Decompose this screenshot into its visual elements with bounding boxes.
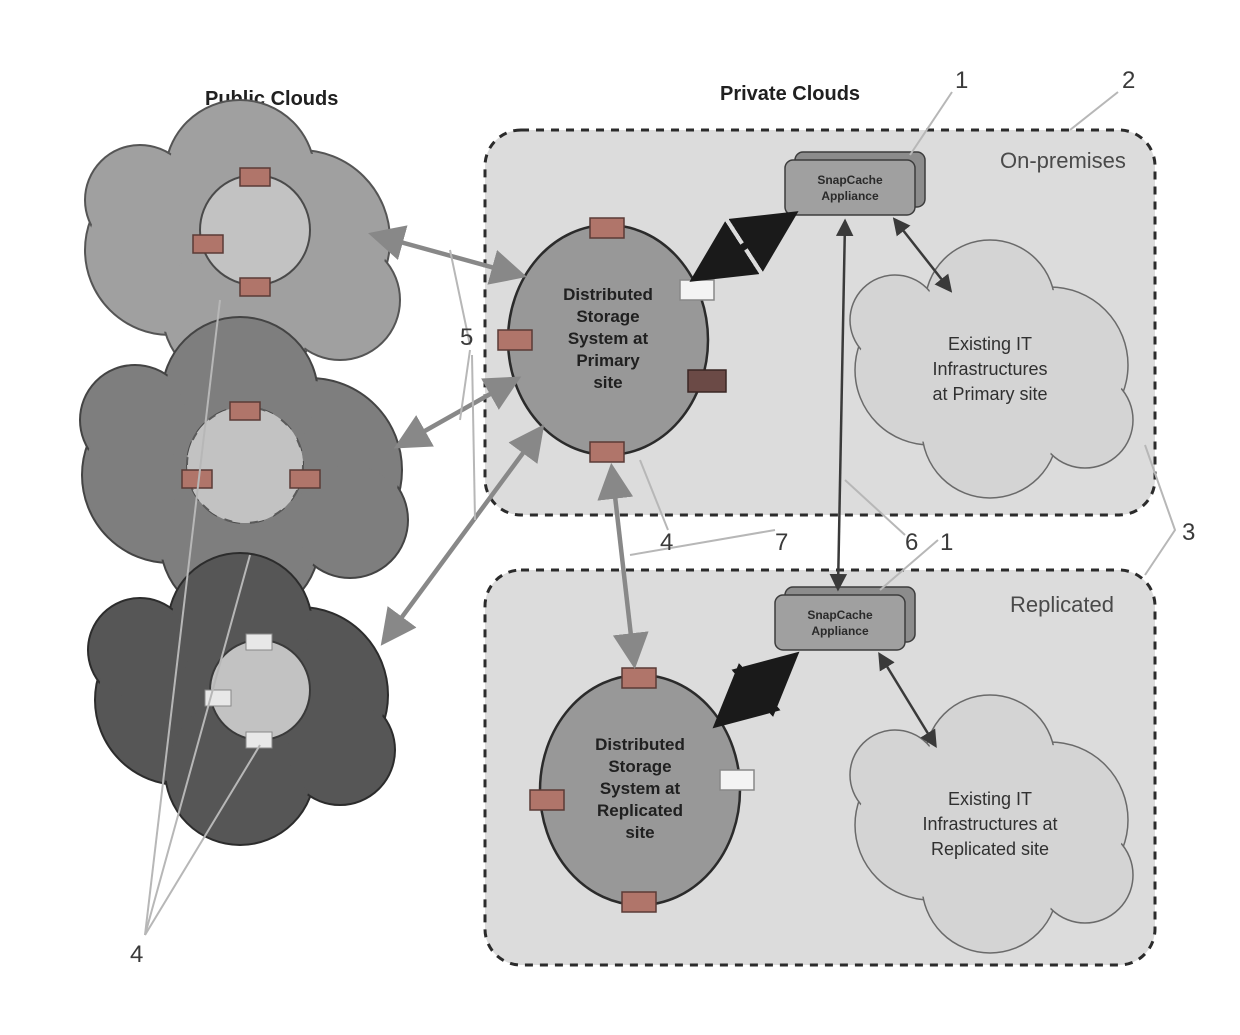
replicated-label: Replicated xyxy=(1010,592,1114,617)
svg-text:Appliance: Appliance xyxy=(821,189,879,203)
svg-text:SnapCache: SnapCache xyxy=(807,608,873,622)
svg-text:Appliance: Appliance xyxy=(811,624,869,638)
svg-text:System at: System at xyxy=(568,329,649,348)
ref-5: 5 xyxy=(460,324,473,351)
svg-text:SnapCache: SnapCache xyxy=(817,173,883,187)
svg-text:Storage: Storage xyxy=(608,757,671,776)
private-clouds-title: Private Clouds xyxy=(720,83,860,105)
svg-text:Existing IT: Existing IT xyxy=(948,789,1032,809)
svg-text:at Primary site: at Primary site xyxy=(932,384,1047,404)
svg-text:Replicated: Replicated xyxy=(597,801,683,820)
svg-text:Distributed: Distributed xyxy=(595,735,685,754)
svg-text:Distributed: Distributed xyxy=(563,285,653,304)
ref-1a: 1 xyxy=(955,67,968,94)
ref-2: 2 xyxy=(1122,67,1135,94)
svg-text:Infrastructures at: Infrastructures at xyxy=(922,814,1057,834)
ref-4a: 4 xyxy=(130,941,143,968)
snapcache-appliance-primary: SnapCache Appliance xyxy=(785,152,925,215)
ref-3: 3 xyxy=(1182,519,1195,546)
ref-1b: 1 xyxy=(940,529,953,556)
svg-text:Storage: Storage xyxy=(576,307,639,326)
svg-text:site: site xyxy=(625,823,654,842)
public-cloud-bottom xyxy=(88,553,395,845)
svg-text:Primary: Primary xyxy=(576,351,640,370)
onpremises-label: On-premises xyxy=(1000,148,1126,173)
svg-text:System at: System at xyxy=(600,779,681,798)
ref-6: 6 xyxy=(905,529,918,556)
ref-7: 7 xyxy=(775,529,788,556)
svg-text:Replicated site: Replicated site xyxy=(931,839,1049,859)
svg-text:Infrastructures: Infrastructures xyxy=(932,359,1047,379)
architecture-diagram: Public Clouds Private Clouds On-premises… xyxy=(0,0,1240,1035)
snapcache-appliance-replicated: SnapCache Appliance xyxy=(775,587,915,650)
svg-text:Existing IT: Existing IT xyxy=(948,334,1032,354)
svg-text:site: site xyxy=(593,373,622,392)
ref-4b: 4 xyxy=(660,529,673,556)
